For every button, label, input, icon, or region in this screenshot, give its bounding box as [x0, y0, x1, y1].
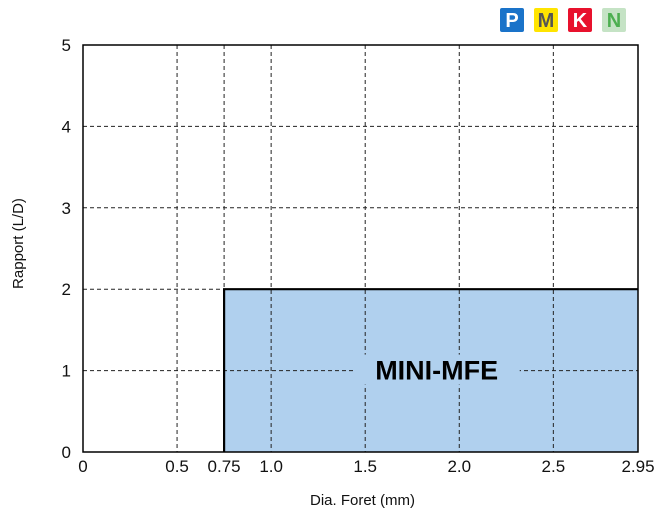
- x-tick-label: 2.95: [621, 457, 654, 476]
- y-tick-label: 5: [62, 36, 71, 55]
- y-tick-label: 2: [62, 280, 71, 299]
- material-badge-n: N: [602, 8, 626, 32]
- plot-frame: [82, 44, 639, 453]
- y-tick-label: 3: [62, 199, 71, 218]
- x-tick-label: 0: [78, 457, 87, 476]
- x-tick-label: 2.5: [542, 457, 566, 476]
- y-tick-label: 0: [62, 443, 71, 462]
- x-tick-label: 2.0: [447, 457, 471, 476]
- x-tick-label: 0.75: [208, 457, 241, 476]
- svg-text:P: P: [505, 10, 518, 32]
- material-badge-m: M: [534, 8, 558, 32]
- y-tick-label: 4: [62, 117, 71, 136]
- region-label-background: [353, 354, 520, 385]
- x-tick-label: 0.5: [165, 457, 189, 476]
- x-axis-ticks: 0 0.5 0.75 1.0 1.5 2.0 2.5 2.95: [78, 457, 654, 476]
- material-badge-p: P: [500, 8, 524, 32]
- y-tick-label: 1: [62, 362, 71, 381]
- region-outline: MINI-MFE: [223, 288, 638, 452]
- y-axis-ticks: 0 1 2 3 4 5: [62, 36, 71, 462]
- region-boundary-line: [223, 288, 638, 452]
- material-badge-k: K: [568, 8, 592, 32]
- svg-text:N: N: [607, 10, 621, 32]
- svg-text:K: K: [573, 10, 588, 32]
- svg-text:M: M: [538, 10, 555, 32]
- y-axis-label: Rapport (L/D): [10, 198, 27, 289]
- x-tick-label: 1.0: [259, 457, 283, 476]
- x-tick-label: 1.5: [353, 457, 377, 476]
- x-axis-label: Dia. Foret (mm): [310, 492, 415, 509]
- region-label: MINI-MFE: [375, 356, 498, 386]
